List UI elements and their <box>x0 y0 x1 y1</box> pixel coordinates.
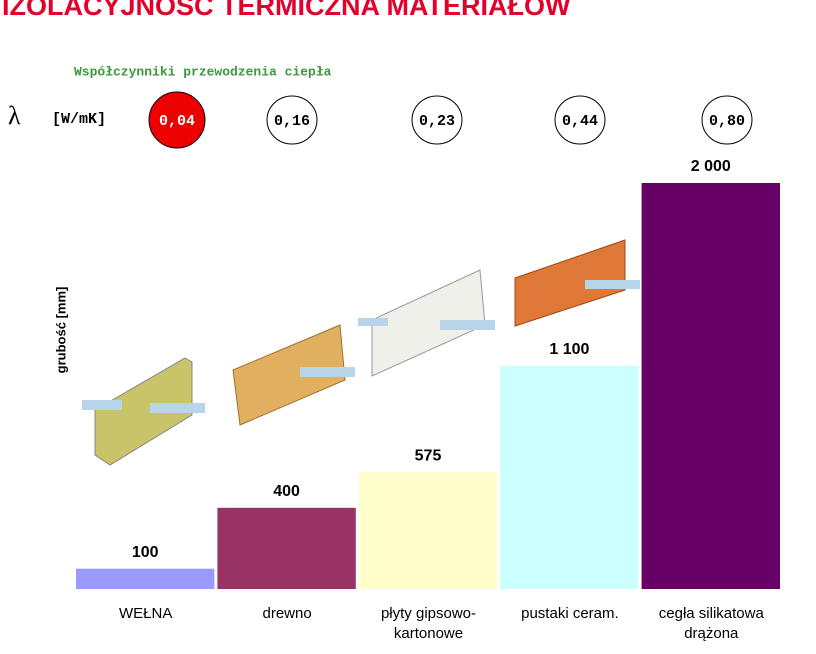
value-label: 1 100 <box>549 341 589 358</box>
value-label: 2 000 <box>691 158 731 175</box>
x-tick-label: drewno <box>262 605 311 622</box>
lambda-circle <box>148 91 206 149</box>
bar <box>76 568 215 589</box>
value-label: 100 <box>132 544 159 561</box>
x-tick-label: pustaki ceram. <box>521 605 619 622</box>
x-tick-label: cegła silikatowa drążona <box>659 605 765 642</box>
lambda-unit: [W/mK] <box>52 111 106 128</box>
lambda-circle <box>701 95 753 145</box>
lambda-circle <box>266 95 318 145</box>
lambda-circle <box>411 95 463 145</box>
y-axis-label: grubość [mm] <box>53 287 68 374</box>
lambda-value: 0,16 <box>274 113 310 130</box>
value-label: 575 <box>415 447 442 464</box>
value-label: 400 <box>273 483 300 500</box>
chart-title: IZOLACYJNOŚĆ TERMICZNA MATERIAŁÓW <box>2 0 571 21</box>
lambda-circle <box>554 95 606 145</box>
bar <box>500 365 639 589</box>
lambda-value: 0,23 <box>419 113 455 130</box>
bar <box>217 507 356 589</box>
bar <box>641 183 780 589</box>
x-tick-label: WEŁNA <box>119 605 172 622</box>
lambda-value: 0,04 <box>159 113 195 130</box>
lambda-value: 0,44 <box>562 113 598 130</box>
lambda-value: 0,80 <box>709 113 745 130</box>
lambda-symbol: λ <box>8 101 21 130</box>
x-tick-label: płyty gipsowo-kartonowe <box>381 605 476 642</box>
bar <box>358 472 498 589</box>
subtitle: Współczynniki przewodzenia ciepła <box>74 64 332 79</box>
